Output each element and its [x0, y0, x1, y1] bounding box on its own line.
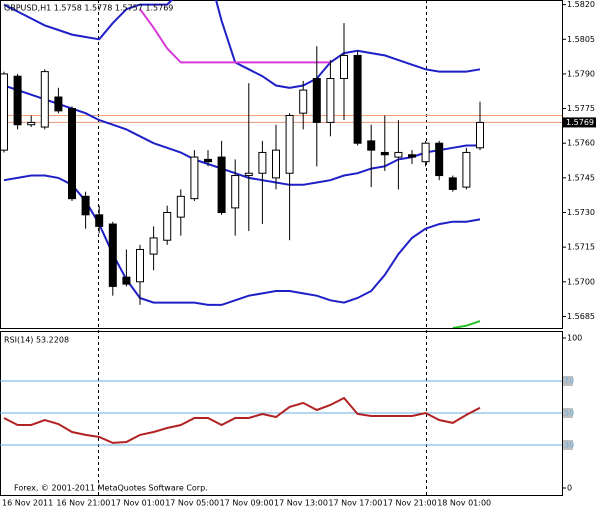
candle-body: [122, 276, 131, 285]
candle-body: [394, 151, 403, 158]
candle-body: [27, 121, 36, 126]
copyright: Forex, © 2001-2011 MetaQuotes Software C…: [14, 484, 208, 493]
rsi-title: RSI(14) 53.2208: [4, 336, 69, 345]
indicator-line: [139, 8, 331, 64]
y-tick-label: 1.5745: [567, 173, 595, 182]
candle-body: [95, 214, 104, 227]
main-frame: [0, 0, 563, 329]
y-tick-label: 0: [567, 484, 572, 493]
y-tick-label: 1.5730: [567, 208, 595, 217]
x-tick-label: 17 Nov 05:00: [165, 499, 219, 508]
rsi-plot: [0, 380, 562, 446]
candle-body: [231, 175, 240, 209]
candle-body: [258, 151, 267, 174]
candle-body: [176, 195, 185, 218]
candle-body: [462, 151, 471, 188]
candle-body: [312, 78, 321, 123]
indicator-line: [3, 0, 481, 89]
x-tick-label: 16 Nov 21:00: [56, 499, 110, 508]
candle-body: [13, 75, 22, 126]
bid-label-bg: [563, 117, 596, 128]
x-tick-label: 18 Nov 01:00: [437, 499, 491, 508]
main-title: GBPUSD,H1 1.5758 1.5778 1.5757 1.5769: [4, 4, 173, 13]
candle-body: [285, 114, 294, 174]
candle-body: [68, 108, 76, 200]
x-tick-label: 17 Nov 17:00: [328, 499, 382, 508]
y-tick-label: 1.5805: [567, 35, 595, 44]
y-tick-label: 1.5760: [567, 139, 595, 148]
candle-body: [190, 156, 199, 200]
candle-body: [149, 237, 158, 255]
y-tick-label: 1.5790: [567, 69, 595, 78]
candle-body: [408, 154, 416, 158]
candle-body: [340, 54, 348, 80]
candle-body: [108, 223, 117, 287]
y-tick-label: 70: [564, 377, 574, 386]
rsi-line: [3, 396, 481, 444]
x-tick-label: 17 Nov 21:00: [383, 499, 437, 508]
candle-body: [163, 212, 172, 241]
x-tick-label: 16 Nov 2011: [2, 499, 53, 508]
candle-body: [136, 248, 144, 283]
candle-body: [244, 172, 253, 177]
level-label-bg: [563, 408, 573, 418]
candle-body: [299, 89, 308, 114]
candle-body: [217, 156, 226, 214]
candle-body: [448, 177, 457, 190]
candle-body: [54, 96, 63, 112]
candle-body: [204, 158, 212, 163]
x-tick-label: 17 Nov 13:00: [274, 499, 328, 508]
level-label-bg: [563, 376, 573, 386]
y-tick-label: 1.5685: [567, 312, 595, 321]
y-tick-label: 100: [567, 334, 582, 343]
candle-body: [272, 149, 280, 179]
y-tick-label: 1.5820: [567, 0, 595, 9]
candle-body: [367, 140, 376, 151]
indicator-line: [452, 320, 481, 328]
y-tick-label: 50: [564, 409, 574, 418]
candle-body: [435, 142, 444, 177]
candle-body: [476, 121, 484, 149]
candle-body: [326, 78, 335, 123]
y-tick-label: 1.5715: [567, 243, 595, 252]
y-tick-label: 1.5775: [567, 104, 595, 113]
y-tick-label: 1.5700: [567, 277, 595, 286]
candle-body: [40, 71, 49, 128]
x-tick-label: 17 Nov 09:00: [220, 499, 274, 508]
candle-body: [81, 195, 90, 216]
x-tick-label: 17 Nov 01:00: [111, 499, 165, 508]
main-plot: [0, 0, 562, 328]
y-tick-label: 30: [564, 441, 574, 450]
bid-label: 1.5769: [566, 118, 594, 127]
indicator-line: [3, 84, 480, 186]
candle-body: [0, 73, 8, 151]
level-label-bg: [563, 440, 573, 450]
candle-body: [353, 54, 362, 144]
candle-body: [380, 151, 389, 156]
candle-body: [421, 142, 430, 163]
